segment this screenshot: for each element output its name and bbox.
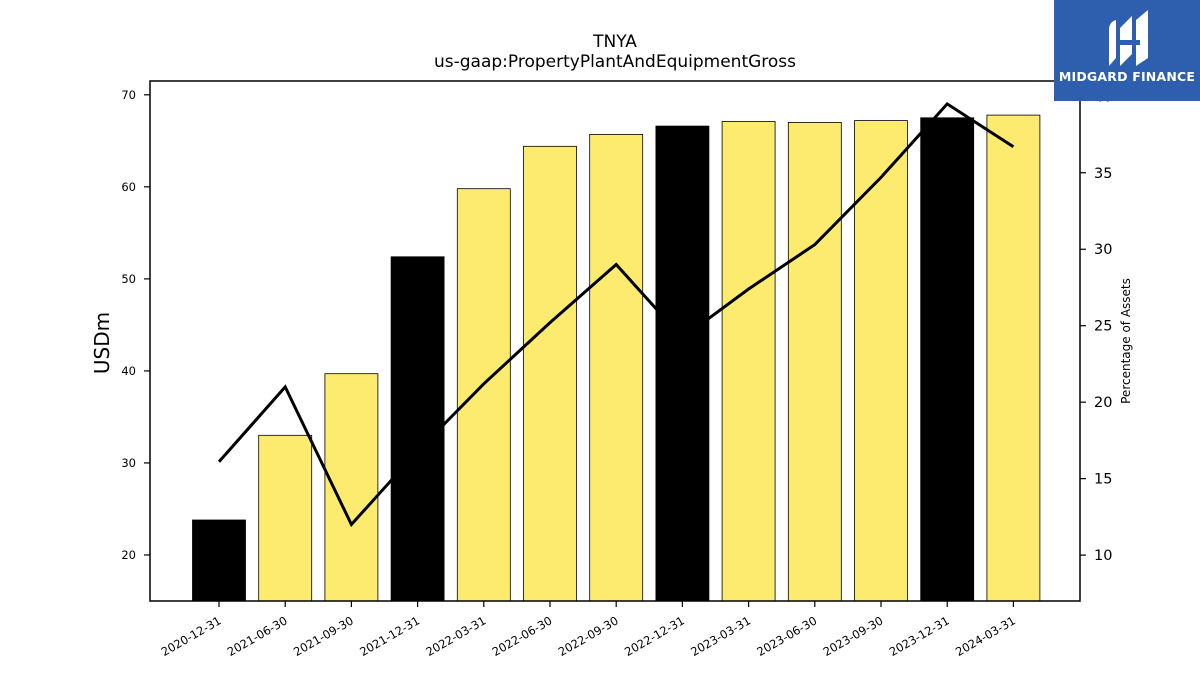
bar-2022-06-30: [523, 145, 577, 602]
x-tick-label-2021-12-31: 2021-12-31: [357, 613, 422, 659]
bar-2023-12-31: [920, 117, 975, 602]
y-axis-label: USDm: [90, 312, 114, 374]
x-tick-label-2020-12-31: 2020-12-31: [159, 613, 224, 659]
x-tick-label-2024-03-31: 2024-03-31: [953, 613, 1018, 659]
x-tick-label-2022-03-31: 2022-03-31: [423, 613, 488, 659]
y-tick-label-50: 50: [121, 272, 136, 286]
brand-logo: MIDGARD FINANCE: [1054, 0, 1200, 101]
y2-tick-label-35: 35: [1094, 166, 1112, 182]
bar-2021-06-30: [258, 434, 313, 602]
x-tick-label-2022-06-30: 2022-06-30: [490, 613, 555, 659]
bar-2022-03-31: [456, 188, 511, 602]
y-tick-label-30: 30: [121, 456, 136, 470]
y2-tick-label-30: 30: [1094, 242, 1112, 258]
y2-axis-label: Percentage of Assets: [1119, 278, 1133, 404]
bar-2022-12-31: [655, 125, 710, 602]
bar-2020-12-31: [192, 519, 246, 602]
x-tick-label-2022-09-30: 2022-09-30: [556, 613, 621, 659]
y-tick-label-40: 40: [121, 364, 136, 378]
bar-2023-06-30: [787, 122, 842, 602]
line-series: [217, 101, 1015, 528]
x-tick-label-2023-09-30: 2023-09-30: [821, 613, 886, 659]
y-tick-label-70: 70: [121, 88, 136, 102]
x-tick-label-2023-12-31: 2023-12-31: [887, 613, 952, 659]
y-tick-label-60: 60: [121, 180, 136, 194]
percentage-line: [217, 101, 1015, 528]
y2-tick-label-15: 15: [1094, 472, 1112, 488]
plot-frame: [149, 80, 1081, 602]
x-axis: 2020-12-31 2021-06-30 2021-09-30 2021-12-31…: [159, 601, 1018, 659]
y2-tick-label-20: 20: [1094, 395, 1112, 411]
x-tick-label-2021-09-30: 2021-09-30: [291, 613, 356, 659]
bar-2023-09-30: [854, 120, 908, 602]
x-tick-label-2021-06-30: 2021-06-30: [225, 613, 290, 659]
chart-title: TNYA: [593, 32, 637, 52]
logo-text: MIDGARD FINANCE: [1058, 69, 1196, 84]
x-tick-label-2023-03-31: 2023-03-31: [688, 613, 753, 659]
y-axis-left: 20 30 40 50 60 70: [121, 88, 150, 562]
chart-subtitle: us-gaap:PropertyPlantAndEquipmentGross: [433, 52, 797, 72]
y2-tick-label-10: 10: [1094, 548, 1112, 564]
logo-mark-icon: [1109, 10, 1148, 66]
bar-2021-12-31: [390, 256, 445, 602]
bar-2022-09-30: [589, 133, 644, 602]
y-axis-right: 10152025303540: [1080, 89, 1112, 564]
x-tick-label-2022-12-31: 2022-12-31: [622, 613, 687, 659]
x-tick-label-2023-06-30: 2023-06-30: [754, 613, 819, 659]
bar-2023-03-31: [721, 121, 776, 602]
bar-2024-03-31: [986, 114, 1041, 602]
bar-series: [192, 114, 1041, 602]
y-tick-label-20: 20: [121, 548, 136, 562]
y2-tick-label-25: 25: [1094, 319, 1112, 335]
